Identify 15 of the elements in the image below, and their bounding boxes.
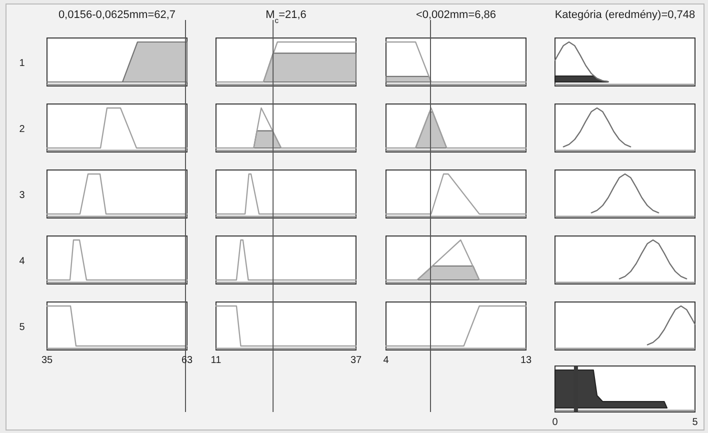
- x-tick-label: 13: [520, 355, 532, 366]
- y-axis-title: 5: [19, 322, 26, 333]
- y-axis-title: 1: [19, 58, 26, 69]
- y-axis-title: 3: [19, 190, 26, 201]
- x-tick-label: 37: [350, 355, 362, 366]
- x-tick-label: 4: [383, 355, 390, 366]
- chart-title: Kategória (eredmény)=0,748: [554, 9, 696, 21]
- x-tick-label: 35: [41, 355, 53, 366]
- y-axis-title: 2: [19, 124, 26, 135]
- x-tick-label: 0: [552, 417, 558, 428]
- chart-title: <0,002mm=6,86: [416, 9, 496, 21]
- chart-title: M$_{c}$=21,6: [266, 9, 306, 24]
- y-axis-title: 4: [19, 256, 26, 267]
- x-tick-label: 11: [210, 355, 222, 366]
- chart-title: 0,0156-0,0625mm=62,7: [58, 9, 176, 21]
